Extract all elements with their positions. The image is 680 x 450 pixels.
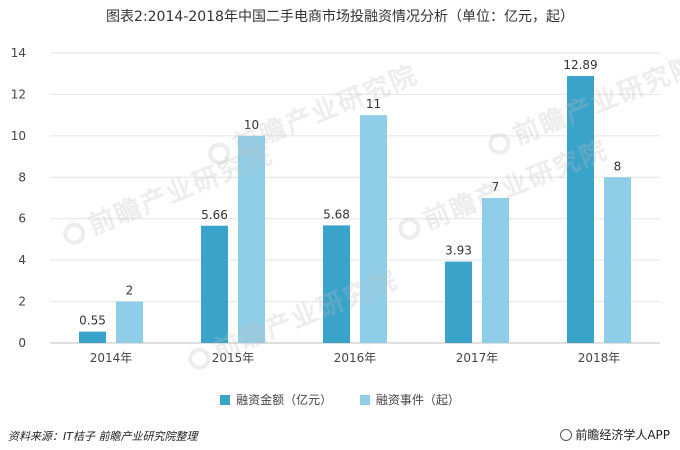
y-tick-label: 4 <box>18 253 26 267</box>
bar-events <box>238 135 265 343</box>
bar-amount <box>567 75 594 343</box>
x-tick-label: 2018年 <box>578 351 621 365</box>
gridlines <box>50 52 660 344</box>
data-label-events: 7 <box>492 180 500 194</box>
data-label-amount: 3.93 <box>445 244 472 258</box>
y-tick-label: 8 <box>18 170 26 184</box>
data-label-events: 2 <box>126 284 134 298</box>
x-tick-label: 2016年 <box>334 351 377 365</box>
bar-events <box>482 198 509 343</box>
bar-chart: 0 2 4 6 8 10 12 14 0.55 2 5.66 10 5.68 11 3.93 7 12.89 8… <box>11 46 660 365</box>
legend-swatch-amount <box>220 395 231 405</box>
source-note: 资料来源：IT桔子 前瞻产业研究院整理 <box>8 430 198 443</box>
data-label-amount: 12.89 <box>563 58 597 72</box>
data-label-amount: 5.66 <box>201 208 228 222</box>
brand-mark: 前瞻经济学人APP <box>560 426 670 443</box>
x-tick-label: 2015年 <box>212 351 255 365</box>
bar-amount <box>201 225 228 343</box>
x-tick-label: 2014年 <box>90 351 133 365</box>
bar-amount <box>445 261 472 343</box>
bar-events <box>604 177 631 343</box>
legend-swatch-events <box>359 395 370 405</box>
brand-text: 前瞻经济学人APP <box>575 428 670 442</box>
bar-amount <box>79 331 106 343</box>
y-tick-label: 12 <box>11 87 26 101</box>
x-tick-label: 2017年 <box>456 351 499 365</box>
y-tick-label: 6 <box>18 212 26 226</box>
data-label-events: 11 <box>366 97 381 111</box>
legend-item-events: 融资事件（起） <box>359 391 460 408</box>
y-axis-ticks: 0 2 4 6 8 10 12 14 <box>11 46 26 350</box>
y-tick-label: 0 <box>18 336 26 350</box>
legend-label-amount: 融资金额（亿元） <box>236 393 333 407</box>
bar-events <box>360 115 387 344</box>
bars <box>79 75 631 344</box>
data-label-events: 8 <box>614 159 622 173</box>
legend: 融资金额（亿元） 融资事件（起） <box>0 391 680 408</box>
legend-label-events: 融资事件（起） <box>375 393 460 407</box>
data-label-amount: 5.68 <box>323 207 350 221</box>
bar-amount <box>323 225 350 343</box>
y-tick-label: 14 <box>11 46 26 60</box>
data-label-amount: 0.55 <box>79 314 106 328</box>
data-labels: 0.55 2 5.66 10 5.68 11 3.93 7 12.89 8 <box>79 58 621 328</box>
bar-events <box>116 301 143 343</box>
chart-title: 图表2:2014-2018年中国二手电商市场投融资情况分析（单位：亿元，起） <box>106 9 574 25</box>
brand-logo-icon <box>560 429 573 441</box>
data-label-events: 10 <box>244 118 259 132</box>
x-axis-ticks: 2014年 2015年 2016年 2017年 2018年 <box>90 351 621 365</box>
legend-item-amount: 融资金额（亿元） <box>220 391 332 408</box>
y-tick-label: 2 <box>18 295 26 309</box>
y-tick-label: 10 <box>11 129 26 143</box>
